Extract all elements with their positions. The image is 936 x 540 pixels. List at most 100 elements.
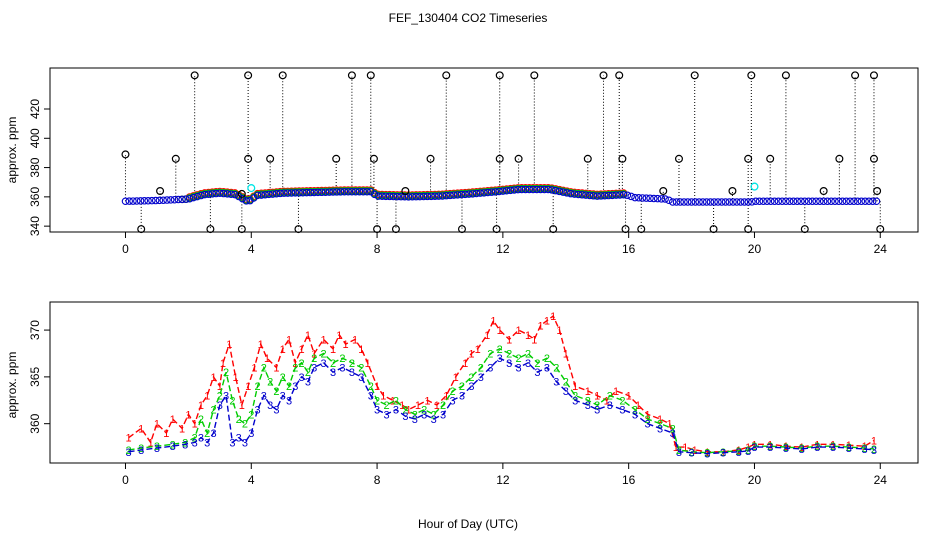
series-1-marker: 1 [352, 334, 358, 346]
top-blue-point [159, 196, 167, 204]
top-blue-point [427, 192, 435, 201]
top-blue-point [710, 198, 718, 206]
top-blue-point [676, 198, 684, 206]
series-1-marker: 1 [220, 358, 226, 370]
top-blue-point [389, 192, 398, 201]
top-blue-point [506, 186, 515, 195]
top-cyan-point [247, 184, 256, 193]
top-blue-point [619, 191, 628, 199]
series-1-marker: 1 [251, 363, 257, 375]
series-2-marker: 2 [267, 377, 273, 389]
top-spike-marker [366, 71, 375, 80]
series-3-marker: 3 [767, 442, 773, 454]
top-blue-point [733, 198, 741, 206]
top-x-tick-label: 24 [874, 242, 888, 256]
series-3-marker: 3 [383, 409, 389, 421]
series-1-marker: 1 [657, 414, 663, 426]
top-blue-point [563, 189, 571, 197]
top-blue-point [219, 189, 228, 198]
top-blue-point [276, 189, 284, 198]
top-spike-marker [495, 71, 504, 80]
series-1-marker: 1 [475, 344, 481, 356]
series-2-marker: 2 [198, 414, 204, 426]
top-spike-marker [583, 154, 592, 163]
series-2-marker: 2 [644, 414, 650, 426]
series-1-marker: 1 [148, 437, 154, 449]
top-blue-point [393, 192, 401, 201]
series-3-marker: 3 [594, 405, 600, 417]
top-blue-point [604, 191, 613, 200]
top-spike-marker [747, 71, 756, 80]
top-blue-point [495, 187, 503, 196]
top-blue-point [744, 198, 752, 206]
top-spike-marker [599, 71, 608, 80]
top-blue-point [306, 188, 315, 197]
top-blue-point [125, 197, 134, 205]
bottom-x-tick-label: 0 [122, 473, 129, 487]
top-blue-point [574, 190, 583, 199]
top-blue-point [831, 197, 839, 206]
series-3-marker: 3 [393, 405, 399, 417]
series-2-marker: 2 [412, 409, 418, 421]
series-1-marker: 1 [666, 419, 672, 431]
top-blue-point [748, 198, 756, 206]
series-1-marker: 1 [468, 348, 474, 360]
series-2-marker: 2 [449, 386, 455, 398]
series-2-marker: 2 [607, 391, 613, 403]
series-2-marker: 2 [745, 445, 751, 457]
series-1-marker: 1 [443, 391, 449, 403]
top-blue-point [257, 191, 266, 199]
series-2-marker: 2 [330, 358, 336, 370]
series-2-marker: 2 [572, 391, 578, 403]
top-blue-point [484, 188, 492, 197]
series-2-marker: 2 [311, 353, 317, 365]
bottom-panel: 0 4 8 12 16 20 2436036537011111111111111111111… [28, 301, 919, 487]
series-2-marker: 2 [553, 363, 559, 375]
series-1-marker: 1 [380, 391, 386, 403]
top-blue-point [136, 197, 145, 205]
top-blue-point [755, 197, 764, 206]
top-blue-point [457, 190, 466, 199]
top-blue-point [227, 190, 235, 199]
top-blue-point [842, 197, 851, 206]
series-3-marker: 3 [204, 437, 210, 449]
series-1-marker: 1 [550, 311, 556, 323]
series-1-marker: 1 [572, 381, 578, 393]
top-blue-point [487, 188, 496, 196]
series-2-marker: 2 [374, 395, 380, 407]
top-blue-point [268, 190, 277, 198]
top-blue-point [170, 195, 179, 204]
series-1-marker: 1 [210, 372, 216, 384]
series-2-marker: 2 [299, 358, 305, 370]
top-blue-point [827, 197, 835, 206]
top-blue-point [638, 194, 647, 202]
series-1-marker: 1 [556, 325, 562, 337]
top-x-tick-label: 12 [496, 242, 510, 256]
series-1-marker: 1 [321, 334, 327, 346]
series-1-marker: 1 [365, 358, 371, 370]
series-3-marker: 3 [374, 405, 380, 417]
top-blue-point [129, 197, 137, 205]
series-1-marker: 1 [126, 433, 132, 445]
series-1-marker: 1 [374, 381, 380, 393]
series-3-marker: 3 [261, 391, 267, 403]
top-blue-point [182, 195, 190, 203]
series-1-marker: 1 [424, 395, 430, 407]
top-blue-point [774, 197, 783, 206]
top-blue-point [325, 188, 334, 196]
series-2-marker: 2 [468, 372, 474, 384]
series-1-marker: 1 [232, 372, 238, 384]
series-1-marker: 1 [538, 320, 544, 332]
top-blue-point [385, 192, 394, 201]
top-spike-marker [278, 71, 287, 80]
top-blue-point [329, 188, 337, 196]
top-spike-marker [206, 225, 215, 234]
top-blue-point [167, 196, 175, 204]
top-spike-marker [294, 225, 303, 234]
top-spike-marker [869, 154, 878, 163]
top-blue-point [185, 194, 194, 203]
top-blue-point [699, 198, 707, 206]
top-panel: 0 4 8 12 16 20 24 340 360 380 400 420 [28, 67, 919, 256]
top-blue-point [265, 190, 273, 199]
series-2-marker: 2 [383, 400, 389, 412]
